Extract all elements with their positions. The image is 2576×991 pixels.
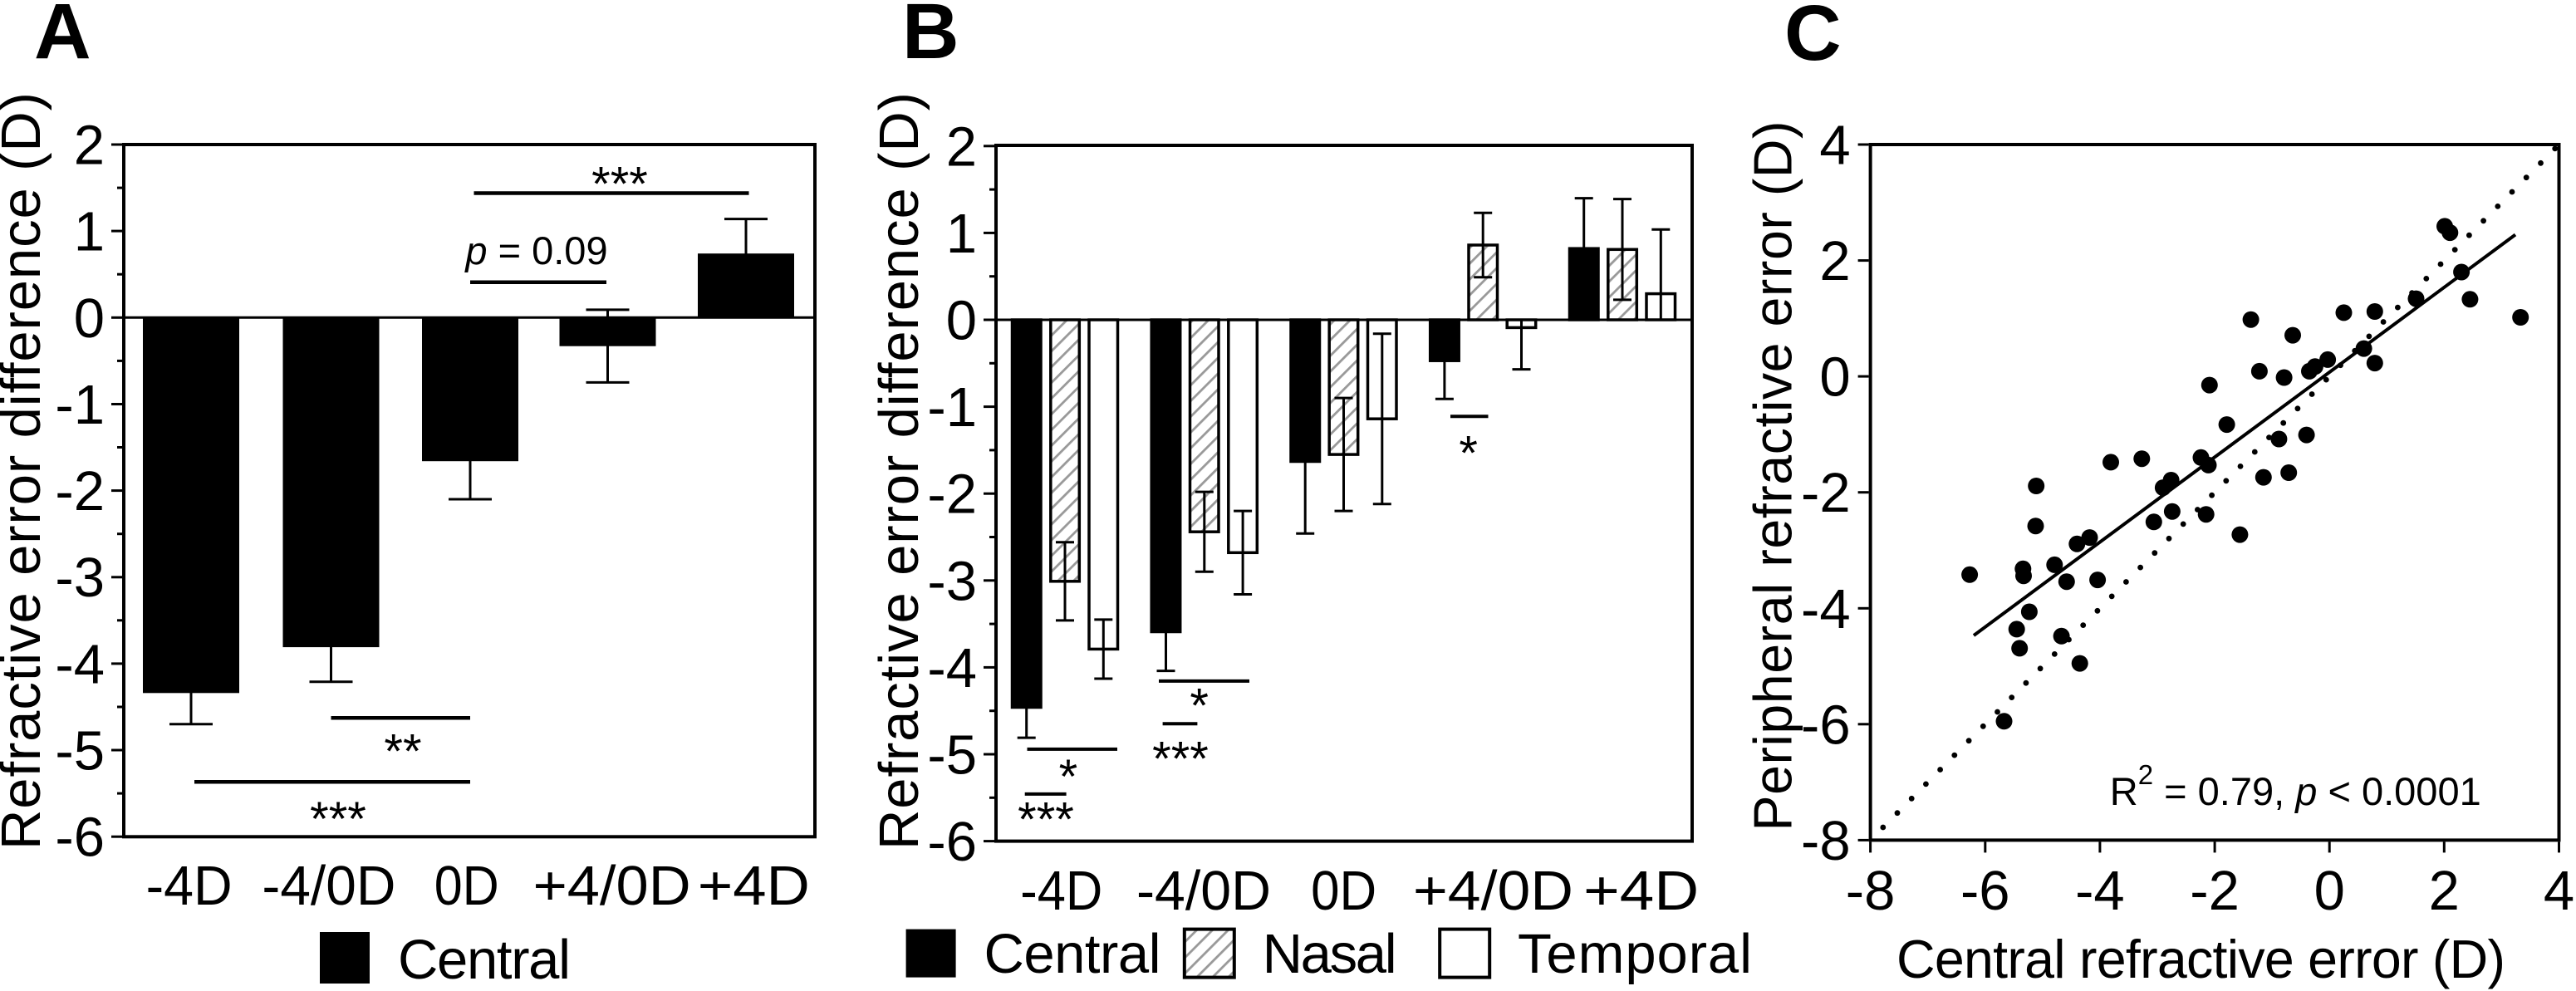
svg-text:-4/0D: -4/0D (262, 855, 395, 917)
svg-text:+4/0D: +4/0D (533, 855, 691, 917)
svg-text:+4/0D: +4/0D (1413, 860, 1573, 922)
svg-text:B: B (902, 0, 959, 76)
svg-text:**: ** (384, 725, 421, 779)
svg-text:*: * (1059, 750, 1078, 804)
svg-text:2: 2 (946, 115, 977, 178)
svg-text:4: 4 (1819, 115, 1850, 177)
svg-text:-2: -2 (927, 464, 977, 526)
svg-text:-4: -4 (927, 637, 977, 699)
svg-text:-4D: -4D (146, 855, 233, 917)
svg-text:-1: -1 (55, 374, 105, 436)
svg-text:4: 4 (2544, 860, 2574, 922)
svg-text:0: 0 (1819, 346, 1850, 409)
svg-text:Nasal: Nasal (1263, 923, 1397, 985)
svg-text:-4D: -4D (1020, 860, 1102, 922)
svg-text:-2: -2 (55, 460, 105, 522)
svg-text:-4/0D: -4/0D (1136, 860, 1271, 922)
svg-text:0: 0 (2314, 860, 2345, 922)
svg-text:*: * (1459, 427, 1478, 481)
svg-text:+4D: +4D (1583, 860, 1699, 922)
svg-text:0: 0 (74, 287, 105, 350)
svg-text:-4: -4 (1801, 578, 1851, 640)
svg-text:-2: -2 (1801, 462, 1851, 524)
svg-text:***: *** (591, 158, 648, 212)
svg-text:0D: 0D (434, 855, 499, 917)
svg-text:A: A (34, 0, 91, 76)
svg-text:-6: -6 (1801, 694, 1851, 756)
svg-text:2: 2 (74, 115, 105, 177)
svg-text:-5: -5 (55, 720, 105, 782)
svg-text:Central refractive error (D): Central refractive error (D) (1896, 930, 2505, 989)
svg-text:-2: -2 (2190, 860, 2240, 922)
svg-text:-4: -4 (55, 633, 105, 695)
svg-text:2: 2 (1819, 230, 1850, 292)
svg-text:2: 2 (2429, 860, 2460, 922)
svg-text:p = 0.09: p = 0.09 (464, 228, 607, 272)
svg-text:1: 1 (946, 203, 977, 265)
svg-text:***: *** (310, 792, 366, 846)
svg-text:-1: -1 (927, 376, 977, 439)
svg-text:*: * (1190, 679, 1209, 733)
svg-text:-6: -6 (1960, 860, 2010, 922)
svg-text:Central: Central (984, 923, 1161, 985)
svg-text:-8: -8 (1846, 860, 1896, 922)
svg-text:+4D: +4D (698, 855, 810, 917)
svg-text:-6: -6 (927, 811, 977, 873)
svg-text:-8: -8 (1801, 810, 1851, 872)
svg-text:-3: -3 (927, 550, 977, 612)
svg-text:C: C (1784, 0, 1842, 77)
svg-text:-3: -3 (55, 547, 105, 609)
svg-text:Temporal: Temporal (1518, 923, 1752, 985)
svg-text:***: *** (1152, 733, 1209, 787)
svg-text:Central: Central (398, 929, 571, 991)
svg-text:0D: 0D (1311, 860, 1376, 922)
svg-text:-4: -4 (2075, 860, 2125, 922)
svg-text:0: 0 (946, 290, 977, 352)
svg-text:-5: -5 (927, 724, 977, 787)
svg-text:Refractive error difference (D: Refractive error difference (D) (0, 92, 52, 850)
svg-text:-6: -6 (55, 807, 105, 869)
svg-text:Refractive error difference (D: Refractive error difference (D) (868, 92, 930, 850)
svg-text:Peripheral refractive error (D: Peripheral refractive error (D) (1744, 121, 1803, 832)
svg-text:***: *** (1018, 793, 1074, 847)
svg-text:1: 1 (74, 201, 105, 263)
